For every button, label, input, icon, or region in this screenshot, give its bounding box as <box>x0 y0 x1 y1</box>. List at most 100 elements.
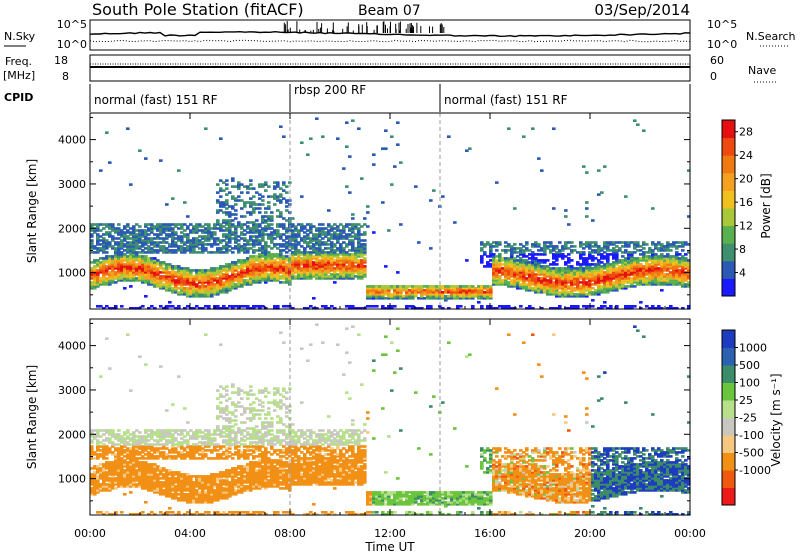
power-colorbar-swatch <box>722 155 735 173</box>
heatmap-cell <box>513 207 517 210</box>
heatmap-cell <box>363 243 367 246</box>
heatmap-cell <box>321 223 325 226</box>
heatmap-cell <box>282 223 286 226</box>
power-colorbar-tick-label: 28 <box>739 126 753 139</box>
power-colorbar-swatch <box>722 278 735 296</box>
power-colorbar-swatch <box>722 138 735 156</box>
heatmap-cell <box>237 195 241 198</box>
heatmap-cell <box>111 223 115 226</box>
heatmap-cell <box>225 187 229 190</box>
power-colorbar-swatch <box>722 261 735 279</box>
heatmap-cell <box>483 251 487 254</box>
heatmap-cell <box>645 243 649 246</box>
heatmap-cell <box>90 239 94 242</box>
power-colorbar-swatch <box>722 243 735 261</box>
heatmap-cell <box>186 215 190 218</box>
heatmap-cell <box>414 185 418 188</box>
heatmap-cell <box>174 231 178 234</box>
heatmap-cell <box>633 305 637 308</box>
heatmap-cell <box>459 305 463 308</box>
nsky-spikes <box>284 21 444 33</box>
heatmap-cell <box>651 207 655 210</box>
date-label: 03/Sep/2014 <box>594 1 690 19</box>
heatmap-cell <box>432 189 436 192</box>
heatmap-cell <box>234 209 238 212</box>
heatmap-cell <box>120 305 124 308</box>
heatmap-cell <box>261 199 265 202</box>
heatmap-cell <box>558 305 562 308</box>
heatmap-cell <box>252 195 256 198</box>
heatmap-cell <box>381 201 385 204</box>
heatmap-cell <box>243 215 247 218</box>
nsky-label: N.Sky <box>4 30 36 43</box>
noise-tick-left-low: 10^0 <box>57 38 87 51</box>
heatmap-cell <box>546 259 550 262</box>
heatmap-cell <box>168 301 172 304</box>
heatmap-cell <box>366 205 370 208</box>
beam-label: Beam 07 <box>358 3 421 19</box>
heatmap-cell <box>531 127 535 130</box>
heatmap-cell <box>234 203 238 206</box>
heatmap-cell <box>204 127 208 130</box>
heatmap-cell <box>417 241 421 244</box>
heatmap-cell <box>255 219 259 222</box>
heatmap-cell <box>267 185 271 188</box>
heatmap-cell <box>639 301 643 304</box>
heatmap-cell <box>555 245 559 248</box>
heatmap-cell <box>312 297 316 300</box>
heatmap-cell <box>138 149 142 152</box>
heatmap-cell <box>615 305 619 308</box>
heatmap-cell <box>564 215 568 218</box>
y-tick-label: 4000 <box>58 134 86 147</box>
heatmap-cell <box>429 199 433 202</box>
power-colorbar-tick-label: 4 <box>739 267 746 280</box>
heatmap-cell <box>636 123 640 126</box>
heatmap-cell <box>270 215 274 218</box>
heatmap-cell <box>387 229 391 232</box>
nave-label: Nave <box>748 64 776 77</box>
heatmap-cell <box>597 169 601 172</box>
heatmap-cell <box>105 457 109 460</box>
heatmap-cell <box>603 301 607 304</box>
heatmap-cell <box>273 203 277 206</box>
heatmap-cell <box>519 305 523 308</box>
heatmap-cell <box>468 147 472 150</box>
heatmap-cell <box>126 429 130 432</box>
heatmap-cell <box>234 213 238 216</box>
heatmap-cell <box>348 191 352 194</box>
heatmap-cell <box>183 201 187 204</box>
heatmap-cell <box>429 247 433 250</box>
heatmap-cell <box>351 217 355 220</box>
nsearch-label: N.Search <box>746 30 796 43</box>
heatmap-cell <box>567 223 571 226</box>
nave-tick-low: 0 <box>710 70 717 83</box>
heatmap-cell <box>582 251 586 254</box>
heatmap-cell <box>249 179 253 182</box>
heatmap-cell <box>642 129 646 132</box>
heatmap-cell <box>126 223 130 226</box>
heatmap-cell <box>513 243 517 246</box>
power-colorbar-tick-label: 12 <box>739 220 753 233</box>
heatmap-cell <box>558 241 562 244</box>
heatmap-cell <box>552 127 556 130</box>
heatmap-cell <box>363 265 367 268</box>
heatmap-cell <box>348 155 352 158</box>
heatmap-cell <box>216 183 220 186</box>
heatmap-cell <box>159 365 163 368</box>
heatmap-cell <box>207 223 211 226</box>
heatmap-cell <box>447 135 451 138</box>
heatmap-cell <box>507 127 511 130</box>
heatmap-cell <box>261 203 265 206</box>
heatmap-cell <box>300 141 304 144</box>
heatmap-cell <box>216 219 220 222</box>
heatmap-cell <box>372 231 376 234</box>
heatmap-cell <box>591 219 595 222</box>
heatmap-cell <box>219 195 223 198</box>
heatmap-cell <box>375 305 379 308</box>
heatmap-cell <box>321 135 325 138</box>
heatmap-cell <box>138 225 142 228</box>
power-colorbar-tick-label: 24 <box>739 149 753 162</box>
